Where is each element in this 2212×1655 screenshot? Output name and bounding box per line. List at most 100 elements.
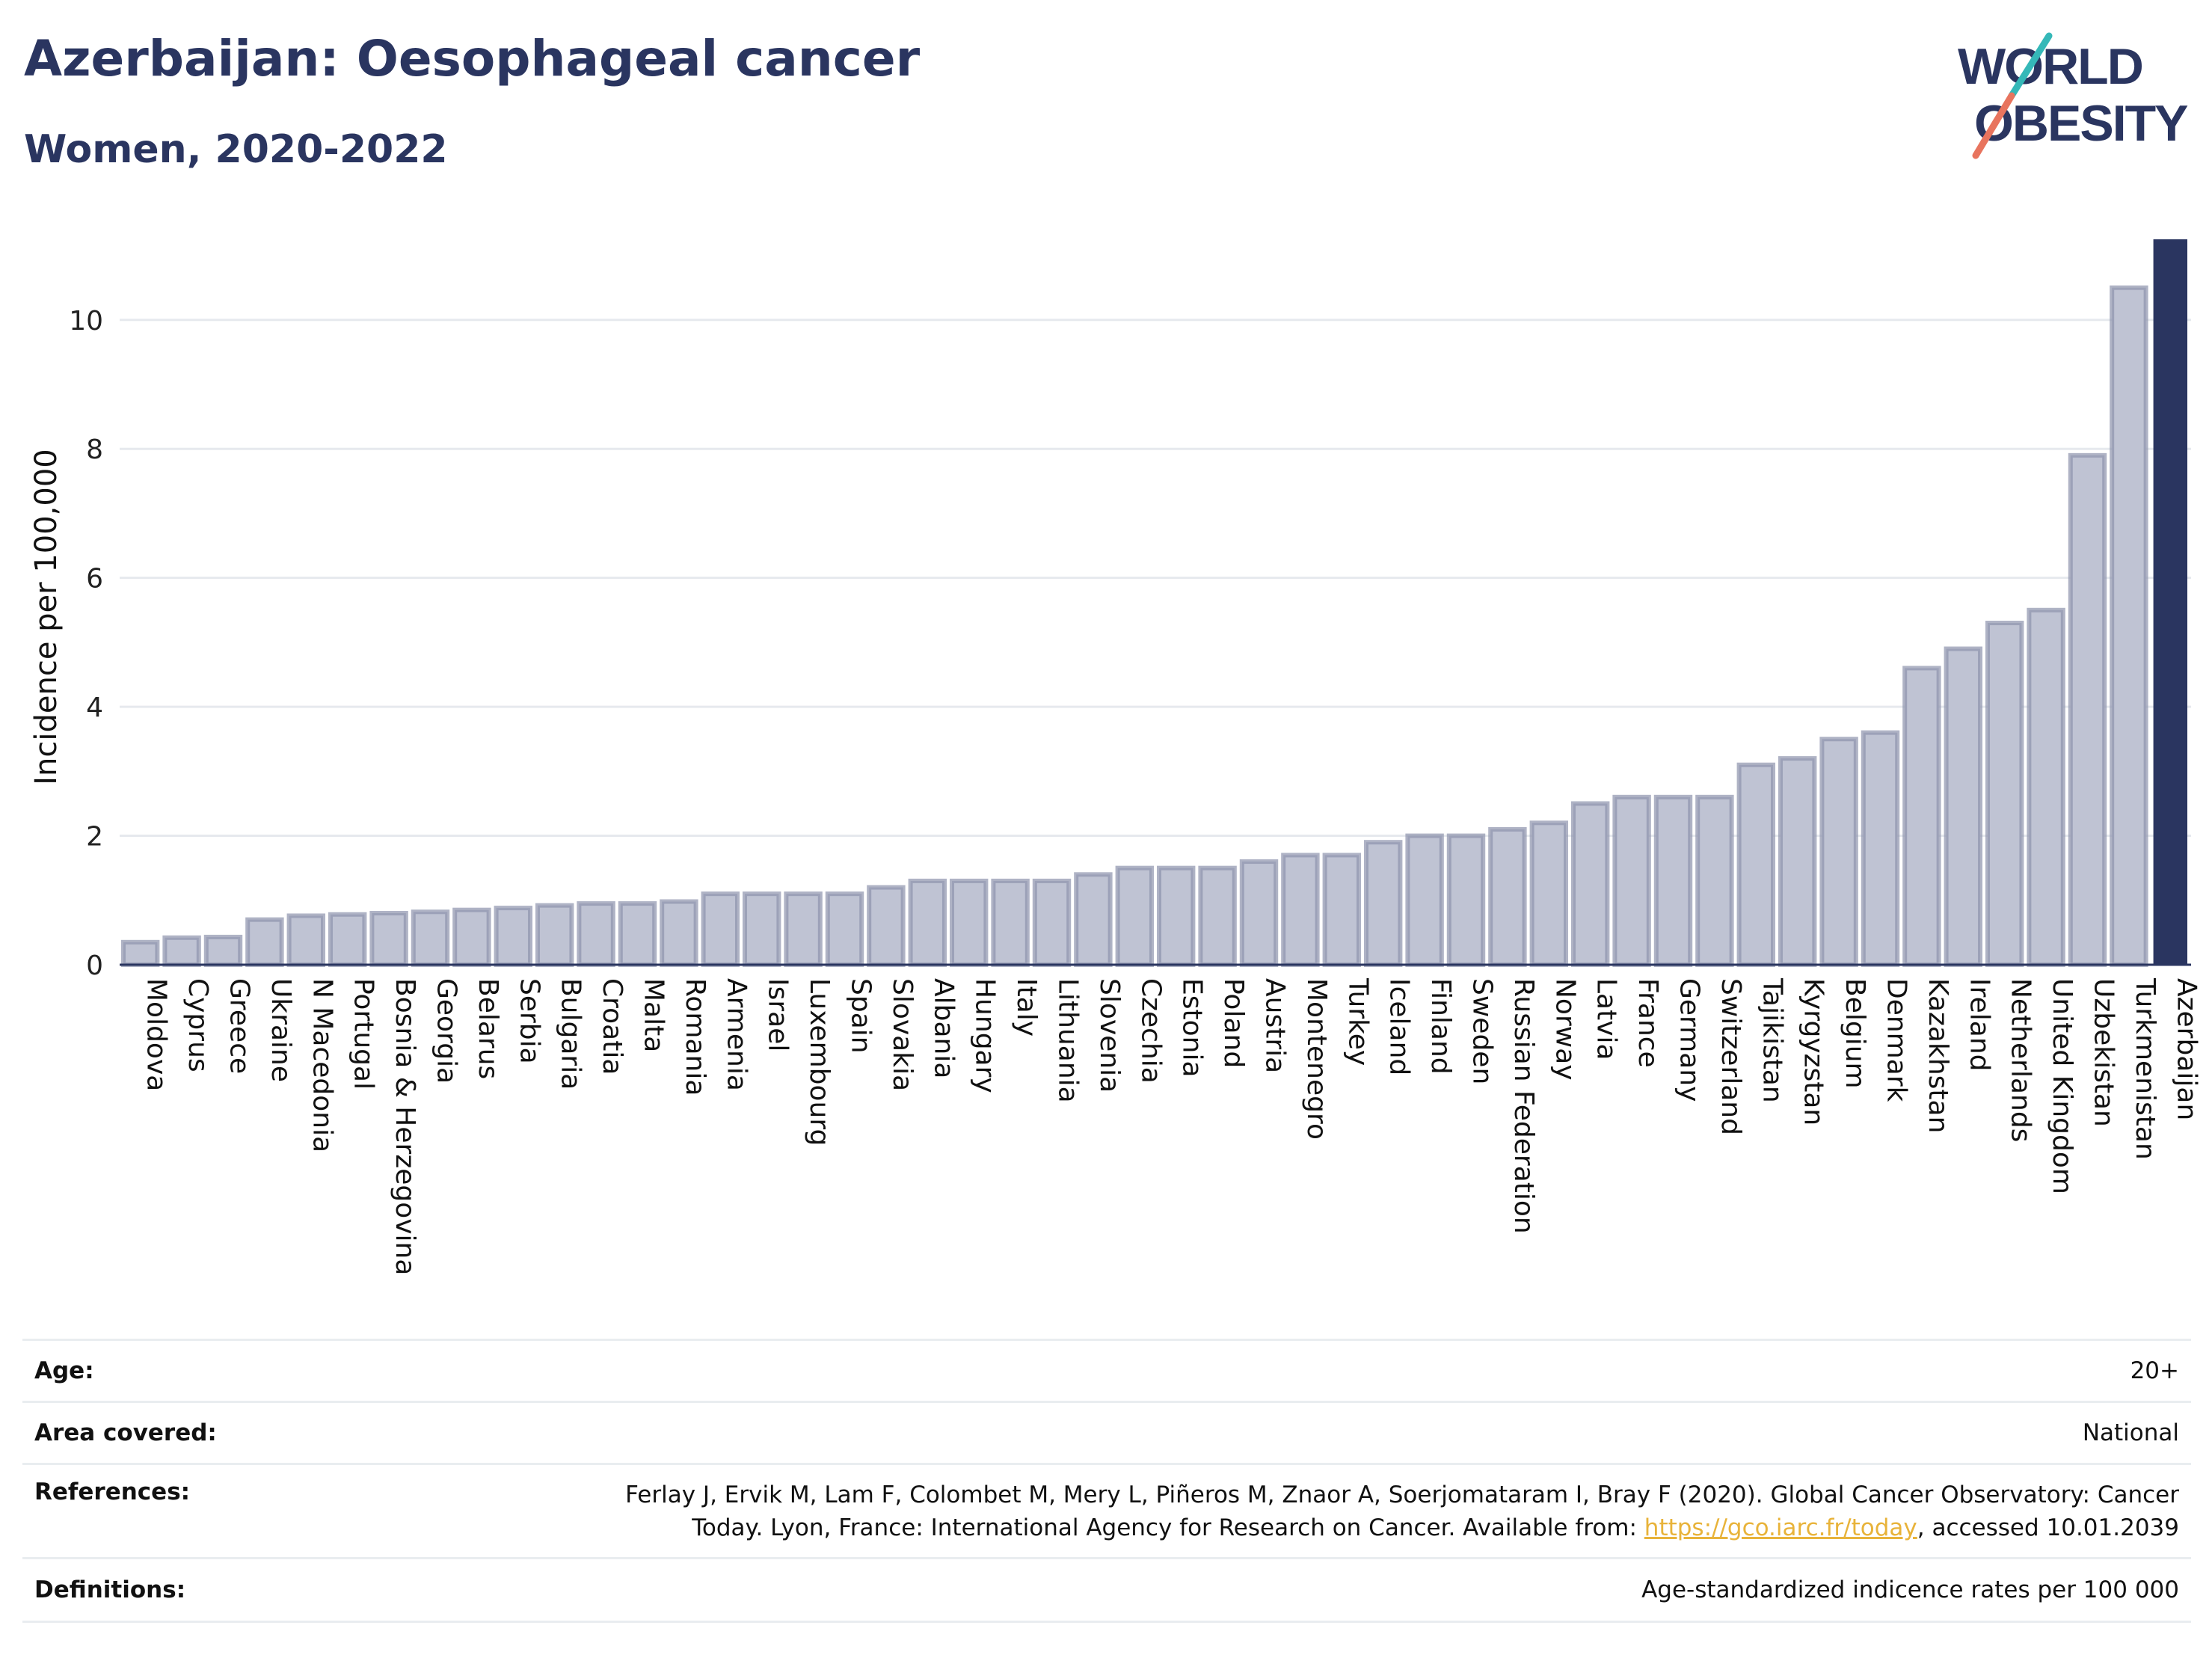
bar-bosnia-herzegovina <box>369 911 408 967</box>
x-tick-label: Uzbekistan <box>2089 978 2119 1127</box>
x-tick-label: Moldova <box>141 978 172 1091</box>
references-label: References: <box>34 1479 191 1505</box>
x-tick-label: Iceland <box>1384 978 1415 1075</box>
bar-belarus <box>452 907 491 968</box>
bar-romania <box>660 899 698 967</box>
x-tick-label: Luxembourg <box>804 978 835 1146</box>
bar-lithuania <box>1032 878 1072 968</box>
bar-portugal <box>328 912 367 967</box>
bar-malta <box>618 901 657 967</box>
bar-slovenia <box>1074 872 1113 967</box>
bar-luxembourg <box>784 891 823 968</box>
bar-cyprus <box>162 935 201 968</box>
x-tick-label: Latvia <box>1591 978 1622 1060</box>
x-tick-label: Romania <box>680 978 710 1096</box>
svg-text:WORLD: WORLD <box>1958 38 2142 95</box>
meta-row-area: Area covered: National <box>22 1401 2191 1463</box>
bar-germany <box>1653 794 1693 967</box>
references-link[interactable]: https://gco.iarc.fr/today <box>1644 1514 1917 1541</box>
bars <box>120 239 2188 968</box>
bar-albania <box>908 878 947 968</box>
bar-tajikistan <box>1736 762 1776 967</box>
x-tick-label: Sweden <box>1467 978 1498 1084</box>
bar-czechia <box>1115 865 1155 968</box>
x-tick-label: Armenia <box>721 978 752 1091</box>
definitions-label: Definitions: <box>34 1576 186 1603</box>
x-tick-label: Russian Federation <box>1508 978 1539 1234</box>
x-tick-label: Serbia <box>514 978 544 1064</box>
x-tick-label: Georgia <box>431 978 462 1084</box>
bar-ireland <box>1944 646 1983 967</box>
bar-moldova <box>120 939 160 967</box>
y-tick-label: 6 <box>86 564 103 595</box>
bar-austria <box>1239 859 1279 967</box>
bar-denmark <box>1861 730 1900 967</box>
references-line-1: Ferlay J, Ervik M, Lam F, Colombet M, Me… <box>625 1481 2179 1508</box>
x-tick-label: Azerbaijan <box>2171 978 2202 1120</box>
y-axis-label: Incidence per 100,000 <box>29 449 64 785</box>
bar-finland <box>1405 833 1444 967</box>
bar-sweden <box>1446 833 1486 967</box>
bar-n-macedonia <box>286 913 326 968</box>
x-tick-label: Greece <box>224 978 255 1074</box>
meta-row-references: References: Ferlay J, Ervik M, Lam F, Co… <box>22 1463 2191 1557</box>
x-tick-label: Bosnia & Herzegovina <box>390 978 420 1275</box>
bar-uzbekistan <box>2068 452 2107 968</box>
bar-chart: 0 2 4 6 8 10 Moldova Cyprus Greece Ukraine N Maced… <box>29 239 2202 1276</box>
definitions-value: Age-standardized indicence rates per 100… <box>1641 1576 2179 1603</box>
bar-france <box>1612 794 1651 967</box>
y-tick-label: 0 <box>86 951 103 981</box>
x-tick-label: Denmark <box>1881 978 1912 1102</box>
x-tick-label: N Macedonia <box>307 978 337 1152</box>
bar-italy <box>991 878 1030 968</box>
bar-bulgaria <box>535 903 574 967</box>
x-tick-label: Austria <box>1260 978 1291 1073</box>
references-line-2: Today. Lyon, France: International Agenc… <box>692 1514 1644 1541</box>
x-tick-label: Finland <box>1425 978 1456 1075</box>
bar-serbia <box>494 906 533 968</box>
y-tick-label: 10 <box>69 306 103 337</box>
bar-netherlands <box>1985 621 2024 967</box>
meta-row-age: Age: 20+ <box>22 1339 2191 1401</box>
x-tick-label: Albania <box>928 978 959 1078</box>
x-tick-label: Israel <box>763 978 793 1051</box>
tick-labels: 0 2 4 6 8 10 Moldova Cyprus Greece Ukraine N Maced… <box>29 306 2202 1276</box>
bar-poland <box>1198 865 1237 968</box>
y-tick-label: 2 <box>86 822 103 853</box>
bar-estonia <box>1156 865 1196 968</box>
x-tick-label: Ukraine <box>265 978 296 1082</box>
x-tick-label: Netherlands <box>2006 978 2036 1142</box>
x-tick-label: Kyrgyzstan <box>1798 978 1829 1126</box>
bar-ukraine <box>245 917 284 968</box>
bar-turkey <box>1322 853 1362 968</box>
bar-armenia <box>701 891 740 968</box>
x-tick-label: Turkey <box>1342 977 1373 1066</box>
x-tick-label: Spain <box>846 978 876 1054</box>
meta-row-definitions: Definitions: Age-standardized indicence … <box>22 1557 2191 1623</box>
bar-greece <box>203 934 243 967</box>
x-tick-label: Italy <box>1011 978 1042 1037</box>
x-tick-label: Belgium <box>1840 978 1870 1089</box>
bar-switzerland <box>1695 794 1734 967</box>
x-tick-label: Malta <box>639 978 669 1052</box>
bar-georgia <box>411 909 450 968</box>
metadata-table: Age: 20+ Area covered: National Referenc… <box>22 1339 2191 1623</box>
bar-belgium <box>1819 737 1858 967</box>
x-tick-label: Hungary <box>970 978 1001 1093</box>
x-tick-label: Germany <box>1674 978 1705 1102</box>
x-tick-label: France <box>1632 978 1663 1068</box>
bar-kazakhstan <box>1902 666 1941 968</box>
references-accessed: , accessed 10.01.2039 <box>1917 1514 2179 1541</box>
bar-latvia <box>1570 801 1610 968</box>
x-tick-label: Lithuania <box>1053 978 1084 1103</box>
bar-turkmenistan <box>2110 285 2148 967</box>
bar-croatia <box>577 901 615 967</box>
bar-spain <box>825 891 864 968</box>
x-tick-label: Tajikistan <box>1757 977 1787 1103</box>
x-tick-label: Cyprus <box>182 978 213 1072</box>
x-tick-label: Kazakhstan <box>1923 978 1953 1133</box>
x-tick-label: Turkmenistan <box>2130 977 2160 1160</box>
area-value: National <box>2082 1419 2179 1446</box>
bar-slovakia <box>867 885 906 967</box>
x-tick-label: Slovenia <box>1094 978 1125 1093</box>
